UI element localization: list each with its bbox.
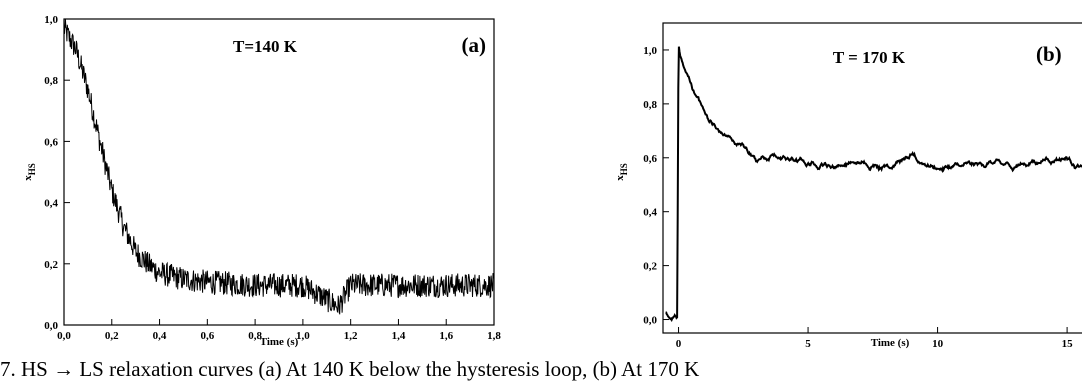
panel-a-x-tick-label: 1,2 (344, 330, 358, 342)
panel-b-y-tick-label: 1,0 (643, 45, 657, 57)
panel-a-x-tick-label: 1,6 (439, 330, 453, 342)
panel-b-x-axis-title: Time (s) (871, 337, 910, 349)
panel-a-y-tick-label: 0,8 (44, 75, 58, 87)
panel-a-plot-frame (63, 18, 495, 326)
panel-b-y-tick-label: 0,6 (643, 153, 657, 165)
panel-b-x-tick-label: 10 (932, 338, 944, 350)
panel-b-y-tick-label: 0,0 (643, 315, 657, 327)
panel-b-x-tick-label: 15 (1062, 338, 1074, 350)
figure-caption: 7. HS → LS relaxation curves (a) At 140 … (0, 357, 700, 381)
panel-b-ticks: 0,0 0,2 0,4 0,6 0,8 1,0 0 5 10 15 (643, 45, 1073, 350)
panel-a: 0,0 0,2 0,4 0,6 0,8 1,0 0,0 0,2 0,4 0,6 0,8 1,0 1,2 1… (22, 14, 501, 348)
panel-a-x-tick-label: 1,0 (296, 330, 310, 342)
panel-b-x-tick-label: 0 (676, 338, 682, 350)
panel-b-y-axis-title-sub: HS (619, 163, 629, 175)
panel-a-label: (a) (462, 33, 487, 57)
panel-a-x-axis-title: Time (s) (260, 336, 299, 348)
panel-a-y-tick-label: 1,0 (44, 14, 58, 26)
panel-b-annotation: T = 170 K (833, 48, 906, 67)
panel-a-y-tick-label: 0,2 (44, 259, 58, 271)
panel-b: 0,0 0,2 0,4 0,6 0,8 1,0 0 5 10 15 T = 170 K (b) T… (614, 22, 1082, 350)
panel-b-y-axis-title-main: x (614, 175, 626, 181)
panel-a-y-axis-title-main: x (22, 175, 34, 181)
panel-a-series-line (63, 18, 495, 315)
panel-a-x-tick-label: 0,0 (57, 330, 71, 342)
panel-a-y-axis-title-sub: HS (27, 163, 37, 175)
panel-b-y-axis-title: xHS (614, 163, 629, 181)
panel-b-label: (b) (1036, 42, 1062, 66)
panel-a-x-tick-label: 0,6 (200, 330, 214, 342)
panel-b-plot-frame (662, 22, 1082, 334)
panel-b-y-tick-label: 0,4 (643, 207, 657, 219)
panel-a-y-tick-label: 0,4 (44, 198, 58, 210)
panel-a-ticks: 0,0 0,2 0,4 0,6 0,8 1,0 0,0 0,2 0,4 0,6 0,8 1,0 1,2 1… (44, 14, 501, 342)
panel-a-y-tick-label: 0,0 (44, 320, 58, 332)
panel-a-x-tick-label: 1,4 (392, 330, 406, 342)
panel-a-x-tick-label: 1,8 (487, 330, 501, 342)
panel-a-x-tick-label: 0,2 (105, 330, 119, 342)
panel-a-y-tick-label: 0,6 (44, 136, 58, 148)
figure: 0,0 0,2 0,4 0,6 0,8 1,0 0,0 0,2 0,4 0,6 0,8 1,0 1,2 1… (22, 14, 1082, 350)
panel-a-x-tick-label: 0,4 (153, 330, 167, 342)
panel-b-y-tick-label: 0,2 (643, 261, 657, 273)
panel-a-annotation: T=140 K (233, 37, 298, 56)
panel-a-x-tick-label: 0,8 (248, 330, 262, 342)
panel-b-x-tick-label: 5 (805, 338, 811, 350)
panel-b-y-tick-label: 0,8 (643, 99, 657, 111)
panel-a-y-axis-title: xHS (22, 163, 37, 181)
panel-b-series-line (665, 46, 1082, 323)
